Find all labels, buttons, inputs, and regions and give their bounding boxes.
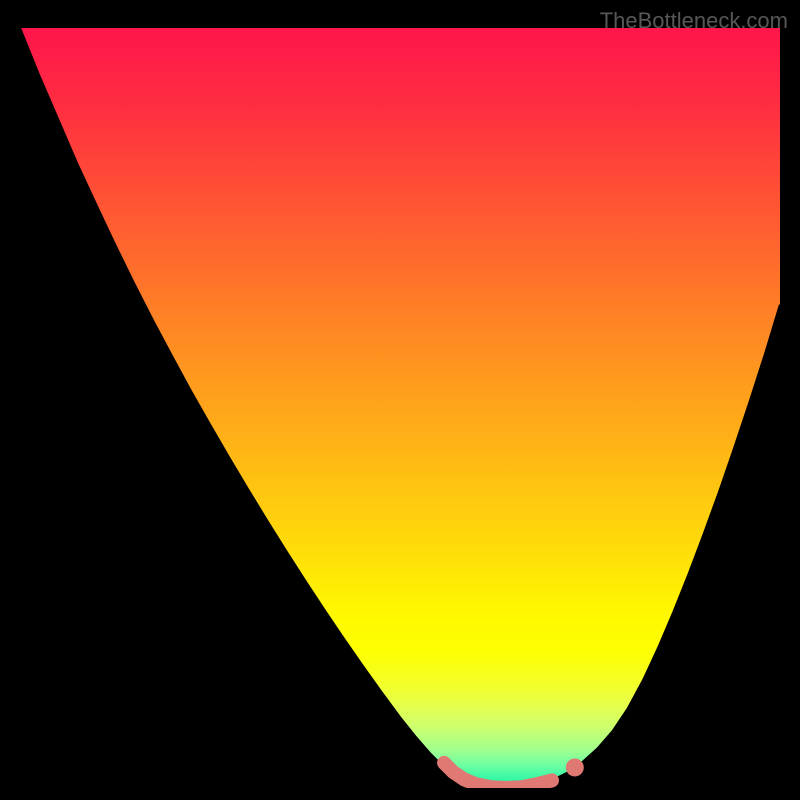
gradient-fill-area bbox=[20, 28, 780, 788]
chart-svg bbox=[20, 28, 780, 788]
bottom-marker-dot bbox=[566, 758, 584, 776]
watermark: TheBottleneck.com bbox=[600, 8, 788, 34]
chart-plot-area bbox=[20, 28, 780, 788]
